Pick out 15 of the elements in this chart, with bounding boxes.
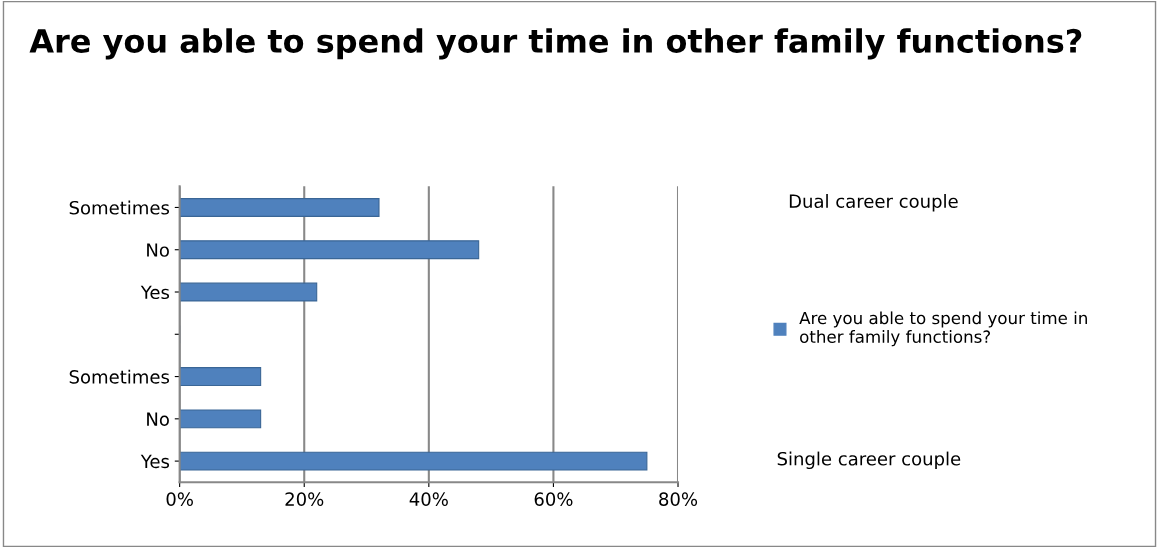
legend-label: Are you able to spend your time in other family functions?	[799, 311, 1087, 347]
y-tick-label: Sometimes	[69, 369, 170, 384]
y-tick-label: Yes	[140, 454, 170, 469]
x-tick-label: 0%	[166, 492, 193, 506]
y-tick-label: No	[147, 412, 169, 426]
text: Dual career couple	[789, 194, 958, 212]
chart-title: Are you able to spend your time in other family functions?	[29, 28, 1082, 60]
y-tick-label: Sometimes	[69, 200, 170, 215]
text: Single career couple	[777, 451, 961, 470]
x-tick-label: 80%	[659, 492, 698, 506]
x-tick-label: 40%	[409, 492, 448, 506]
y-tick-label: No	[147, 243, 169, 257]
x-tick-label: 60%	[534, 492, 573, 506]
x-tick-label: 20%	[285, 492, 324, 506]
y-tick-label: Yes	[140, 285, 170, 300]
